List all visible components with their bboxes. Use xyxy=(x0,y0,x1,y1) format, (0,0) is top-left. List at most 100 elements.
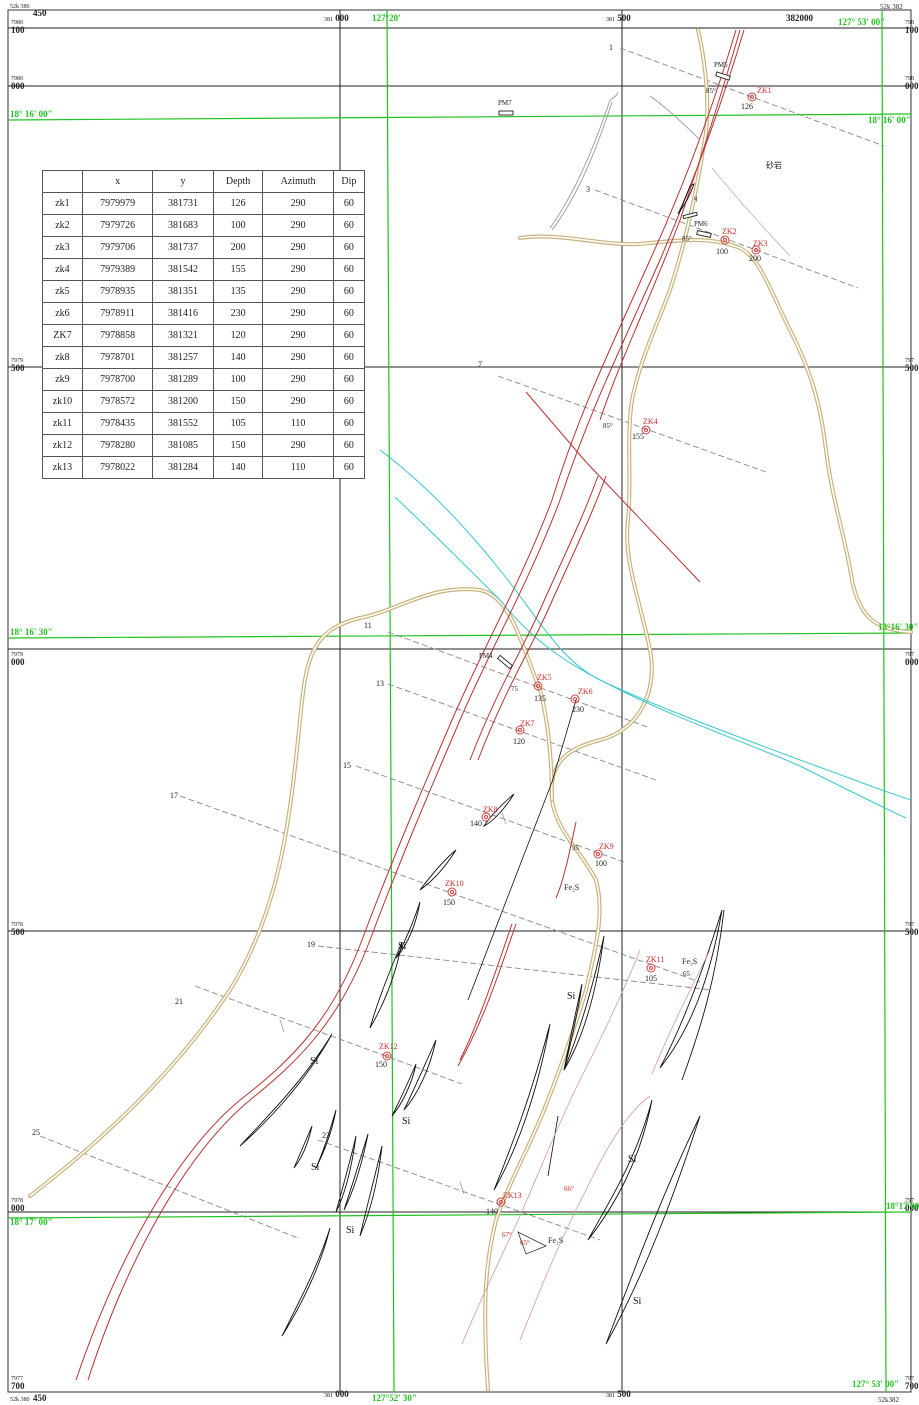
table-cell: 230 xyxy=(212,302,264,325)
trench-symbols xyxy=(496,71,731,670)
table-row: zk6 7978911 381416 230 290 60 xyxy=(42,302,366,325)
table-cell: 60 xyxy=(332,214,366,237)
table-cell: 7979979 xyxy=(81,192,154,215)
profile-ticks xyxy=(279,811,507,1195)
fe2s-label: Fe₂S xyxy=(564,883,580,892)
rock-label: 砂岩 xyxy=(766,161,782,170)
borehole-label-zk4: ZK4 xyxy=(643,417,658,426)
fe2s-symbol xyxy=(517,1231,547,1255)
top-easting-381500: 381 500 xyxy=(606,13,631,24)
table-cell: ZK7 xyxy=(42,324,83,347)
table-cell: 150 xyxy=(212,390,264,413)
borehole-depth-zk4: 155 xyxy=(632,432,644,441)
borehole-label-zk11: ZK11 xyxy=(646,955,665,964)
table-row: zk3 7979706 381737 200 290 60 xyxy=(42,236,366,259)
right-northing-1: 798 000 xyxy=(905,76,919,91)
map-frame xyxy=(7,9,912,1393)
table-cell: 381416 xyxy=(152,302,214,325)
table-cell: 200 xyxy=(212,236,264,259)
table-row: zk8 7978701 381257 140 290 60 xyxy=(42,346,366,369)
borehole-label-zk10: ZK10 xyxy=(445,879,464,888)
borehole-depth-zk9: 100 xyxy=(595,859,607,868)
borehole-depth-zk2: 100 xyxy=(716,247,728,256)
table-cell: zk8 xyxy=(42,346,83,369)
table-cell: zk11 xyxy=(42,412,83,435)
corner-top-left: 52k 380 xyxy=(10,4,30,10)
table-cell: 140 xyxy=(212,346,264,369)
table-cell: 381257 xyxy=(152,346,214,369)
table-cell: 290 xyxy=(262,434,334,457)
table-cell: 135 xyxy=(212,280,264,303)
table-cell: 105 xyxy=(212,412,264,435)
table-cell: 110 xyxy=(262,412,334,435)
top-easting-381000: 381 000 xyxy=(324,13,349,24)
borehole-depth-zk3: 200 xyxy=(749,254,761,263)
road xyxy=(28,28,913,1392)
right-northing-4: 797 500 xyxy=(905,922,919,937)
table-header: Azimuth xyxy=(262,170,334,193)
faults xyxy=(75,29,745,1381)
table-cell: 7978700 xyxy=(81,368,154,391)
table-cell: 381552 xyxy=(152,412,214,435)
corner-bottom-right: 52k382 xyxy=(878,1396,899,1404)
borehole-depth-zk12: 150 xyxy=(375,1060,387,1069)
borehole-markers xyxy=(382,92,761,1207)
table-cell: 7978435 xyxy=(81,412,154,435)
table-row: zk1 7979979 381731 126 290 60 xyxy=(42,192,366,215)
table-cell: 290 xyxy=(262,280,334,303)
trench-label-pm4: PM4 xyxy=(479,652,493,660)
geo-bottom-longitude-2: 127° 53' 00" xyxy=(852,1379,900,1389)
table-header: Dip xyxy=(332,170,366,193)
dip-label: 35 xyxy=(572,844,579,852)
si-label: Si xyxy=(346,1225,355,1236)
table-cell: 290 xyxy=(262,258,334,281)
table-cell: 100 xyxy=(212,214,264,237)
table-cell: 381289 xyxy=(152,368,214,391)
borehole-depth-zk8: 140 xyxy=(470,819,482,828)
corner-top-left-big: 450 xyxy=(33,8,47,18)
table-cell: 290 xyxy=(262,214,334,237)
table-cell: zk12 xyxy=(42,434,83,457)
table-cell: 7979706 xyxy=(81,236,154,259)
si-label: Si xyxy=(633,1296,642,1307)
borehole-label-zk5: ZK5 xyxy=(537,673,552,682)
borehole-depth-zk6: 230 xyxy=(572,705,584,714)
table-cell: 290 xyxy=(262,390,334,413)
table-cell: zk1 xyxy=(42,192,83,215)
profile-number-15: 15 xyxy=(343,761,351,770)
table-cell: 7979726 xyxy=(81,214,154,237)
borehole-depth-zk10: 150 xyxy=(443,898,455,907)
borehole-table: x y Depth Azimuth Dip zk1 7979979 381731 12… xyxy=(42,170,366,479)
table-cell: 100 xyxy=(212,368,264,391)
table-cell: 290 xyxy=(262,236,334,259)
table-cell: 290 xyxy=(262,302,334,325)
table-cell: zk13 xyxy=(42,456,83,479)
si-label: Si xyxy=(567,991,576,1002)
fe2s-label: Fe₂S xyxy=(682,957,698,966)
dip-label: 65 xyxy=(683,970,690,978)
right-northing-5: 797 000 xyxy=(905,1198,919,1213)
table-cell: 7978280 xyxy=(81,434,154,457)
si-label: Si xyxy=(310,1056,319,1067)
table-cell: zk9 xyxy=(42,368,83,391)
borehole-depth-zk5: 135 xyxy=(534,694,546,703)
table-cell: 60 xyxy=(332,412,366,435)
dip-label: 85° xyxy=(682,235,692,243)
table-cell: 140 xyxy=(212,456,264,479)
profile-number-3: 3 xyxy=(586,185,590,194)
geo-top-longitude-2: 127° 53' 00" xyxy=(838,17,886,27)
profile-number-23: 23 xyxy=(322,1131,330,1140)
profile-number-11: 11 xyxy=(364,621,372,630)
table-row: zk9 7978700 381289 100 290 60 xyxy=(42,368,366,391)
table-cell: 381085 xyxy=(152,434,214,457)
table-cell: 60 xyxy=(332,434,366,457)
bottom-easting-381500: 381 500 xyxy=(606,1389,631,1400)
dip-label: 85° xyxy=(603,422,613,430)
si-label: Si xyxy=(311,1162,320,1173)
borehole-label-zk12: ZK12 xyxy=(379,1042,398,1051)
table-row: ZK7 7978858 381321 120 290 60 xyxy=(42,324,366,347)
table-cell: 7978022 xyxy=(81,456,154,479)
table-cell: 381737 xyxy=(152,236,214,259)
table-header: Depth xyxy=(212,170,264,193)
table-cell: 60 xyxy=(332,236,366,259)
